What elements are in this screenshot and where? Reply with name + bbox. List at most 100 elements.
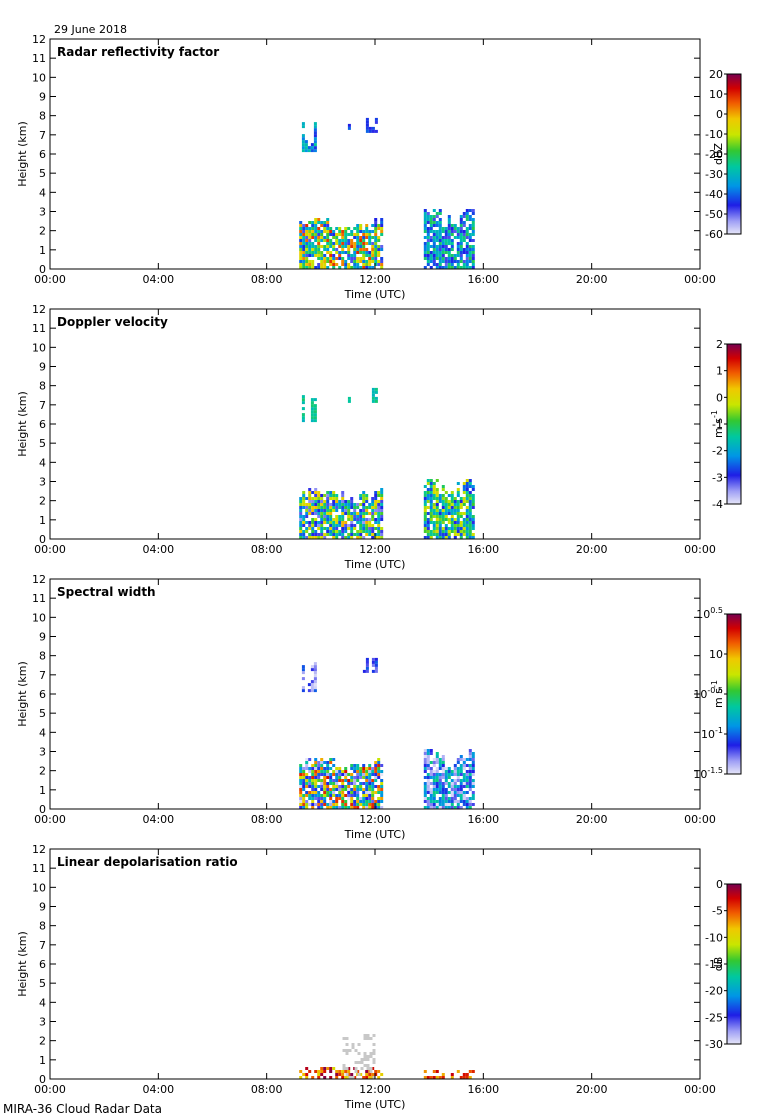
echo-cell [362,230,366,233]
echo-cell [432,758,436,761]
echo-cell [359,524,363,527]
echo-cell [344,521,348,524]
echo-cell [302,506,306,509]
echo-cell [447,221,451,224]
echo-cell [465,515,469,518]
echo-cell [423,767,427,770]
echo-cell [468,785,472,788]
echo-cell [377,785,381,788]
date-label: 29 June 2018 [54,23,127,36]
echo-cell [371,503,375,506]
y-tick-label: 6 [39,418,46,431]
echo-cell [429,509,433,512]
echo-cell [347,782,351,785]
echo-cell [438,500,442,503]
colorbar-tick-label: 20 [709,68,723,81]
echo-cell [371,251,375,254]
echo-cell [350,524,354,527]
echo-cell [338,503,342,506]
echo-cell [465,758,469,761]
echo-cell [311,524,315,527]
y-tick-label: 9 [39,91,46,104]
echo-cell [350,800,354,803]
x-tick-label: 16:00 [467,1083,499,1096]
echo-cell [465,521,469,524]
echo-cell [444,227,448,230]
echo-cell [450,257,454,260]
echo-cell [335,236,339,239]
echo-cell [344,500,348,503]
echo-cell [317,266,321,269]
echo-cell [305,260,309,263]
echo-cell [459,215,463,218]
x-tick-label: 00:00 [34,813,66,826]
echo-cell [435,800,439,803]
echo-cell [380,263,384,266]
echo-cell [363,1034,367,1037]
echo-cell [380,806,384,809]
echo-cell [423,266,427,269]
echo-cell [432,230,436,233]
echo-cell [323,494,327,497]
echo-cell [350,503,354,506]
echo-cell [313,413,317,417]
echo-cell [368,266,372,269]
echo-cell [344,800,348,803]
echo-cell [317,245,321,248]
echo-cell [423,521,427,524]
echo-cell [313,686,317,690]
echo-cell [341,536,345,539]
echo-cell [317,776,321,779]
echo-cell [326,248,330,251]
echo-cell [426,215,430,218]
echo-cell [308,233,312,236]
echo-cell [447,257,451,260]
echo-cell [441,239,445,242]
echo-cell [380,530,384,533]
echo-cell [310,398,314,402]
echo-cell [371,497,375,500]
echo-cell [435,767,439,770]
echo-cell [377,776,381,779]
echo-cell [347,239,351,242]
echo-cell [371,245,375,248]
echo-cell [356,512,360,515]
echo-cell [441,512,445,515]
echo-cell [453,785,457,788]
echo-cell [326,518,330,521]
echo-cell [301,686,305,690]
echo-cell [429,497,433,500]
echo-cell [426,227,430,230]
echo-cell [341,773,345,776]
echo-cell [350,788,354,791]
echo-cell [432,218,436,221]
echo-cell [471,782,475,785]
echo-cell [365,260,369,263]
echo-cell [450,770,454,773]
echo-cell [344,767,348,770]
echo-cell [465,776,469,779]
echo-cell [344,236,348,239]
echo-cell [462,533,466,536]
echo-cell [302,1073,306,1076]
echo-cell [302,260,306,263]
echo-cell [365,803,369,806]
echo-cell [374,120,378,124]
echo-cell [374,245,378,248]
echo-cell [359,497,363,500]
echo-cell [456,509,460,512]
y-tick-label: 2 [39,765,46,778]
echo-cell [453,806,457,809]
echo-cell [371,1073,375,1076]
echo-cell [359,770,363,773]
echo-cell [341,497,345,500]
echo-cell [453,254,457,257]
echo-cell [456,1070,460,1073]
echo-cell [317,1076,321,1079]
echo-cell [456,779,460,782]
echo-cell [314,767,318,770]
echo-cell [441,494,445,497]
echo-cell [468,497,472,500]
echo-cell [332,536,336,539]
echo-cell [368,257,372,260]
